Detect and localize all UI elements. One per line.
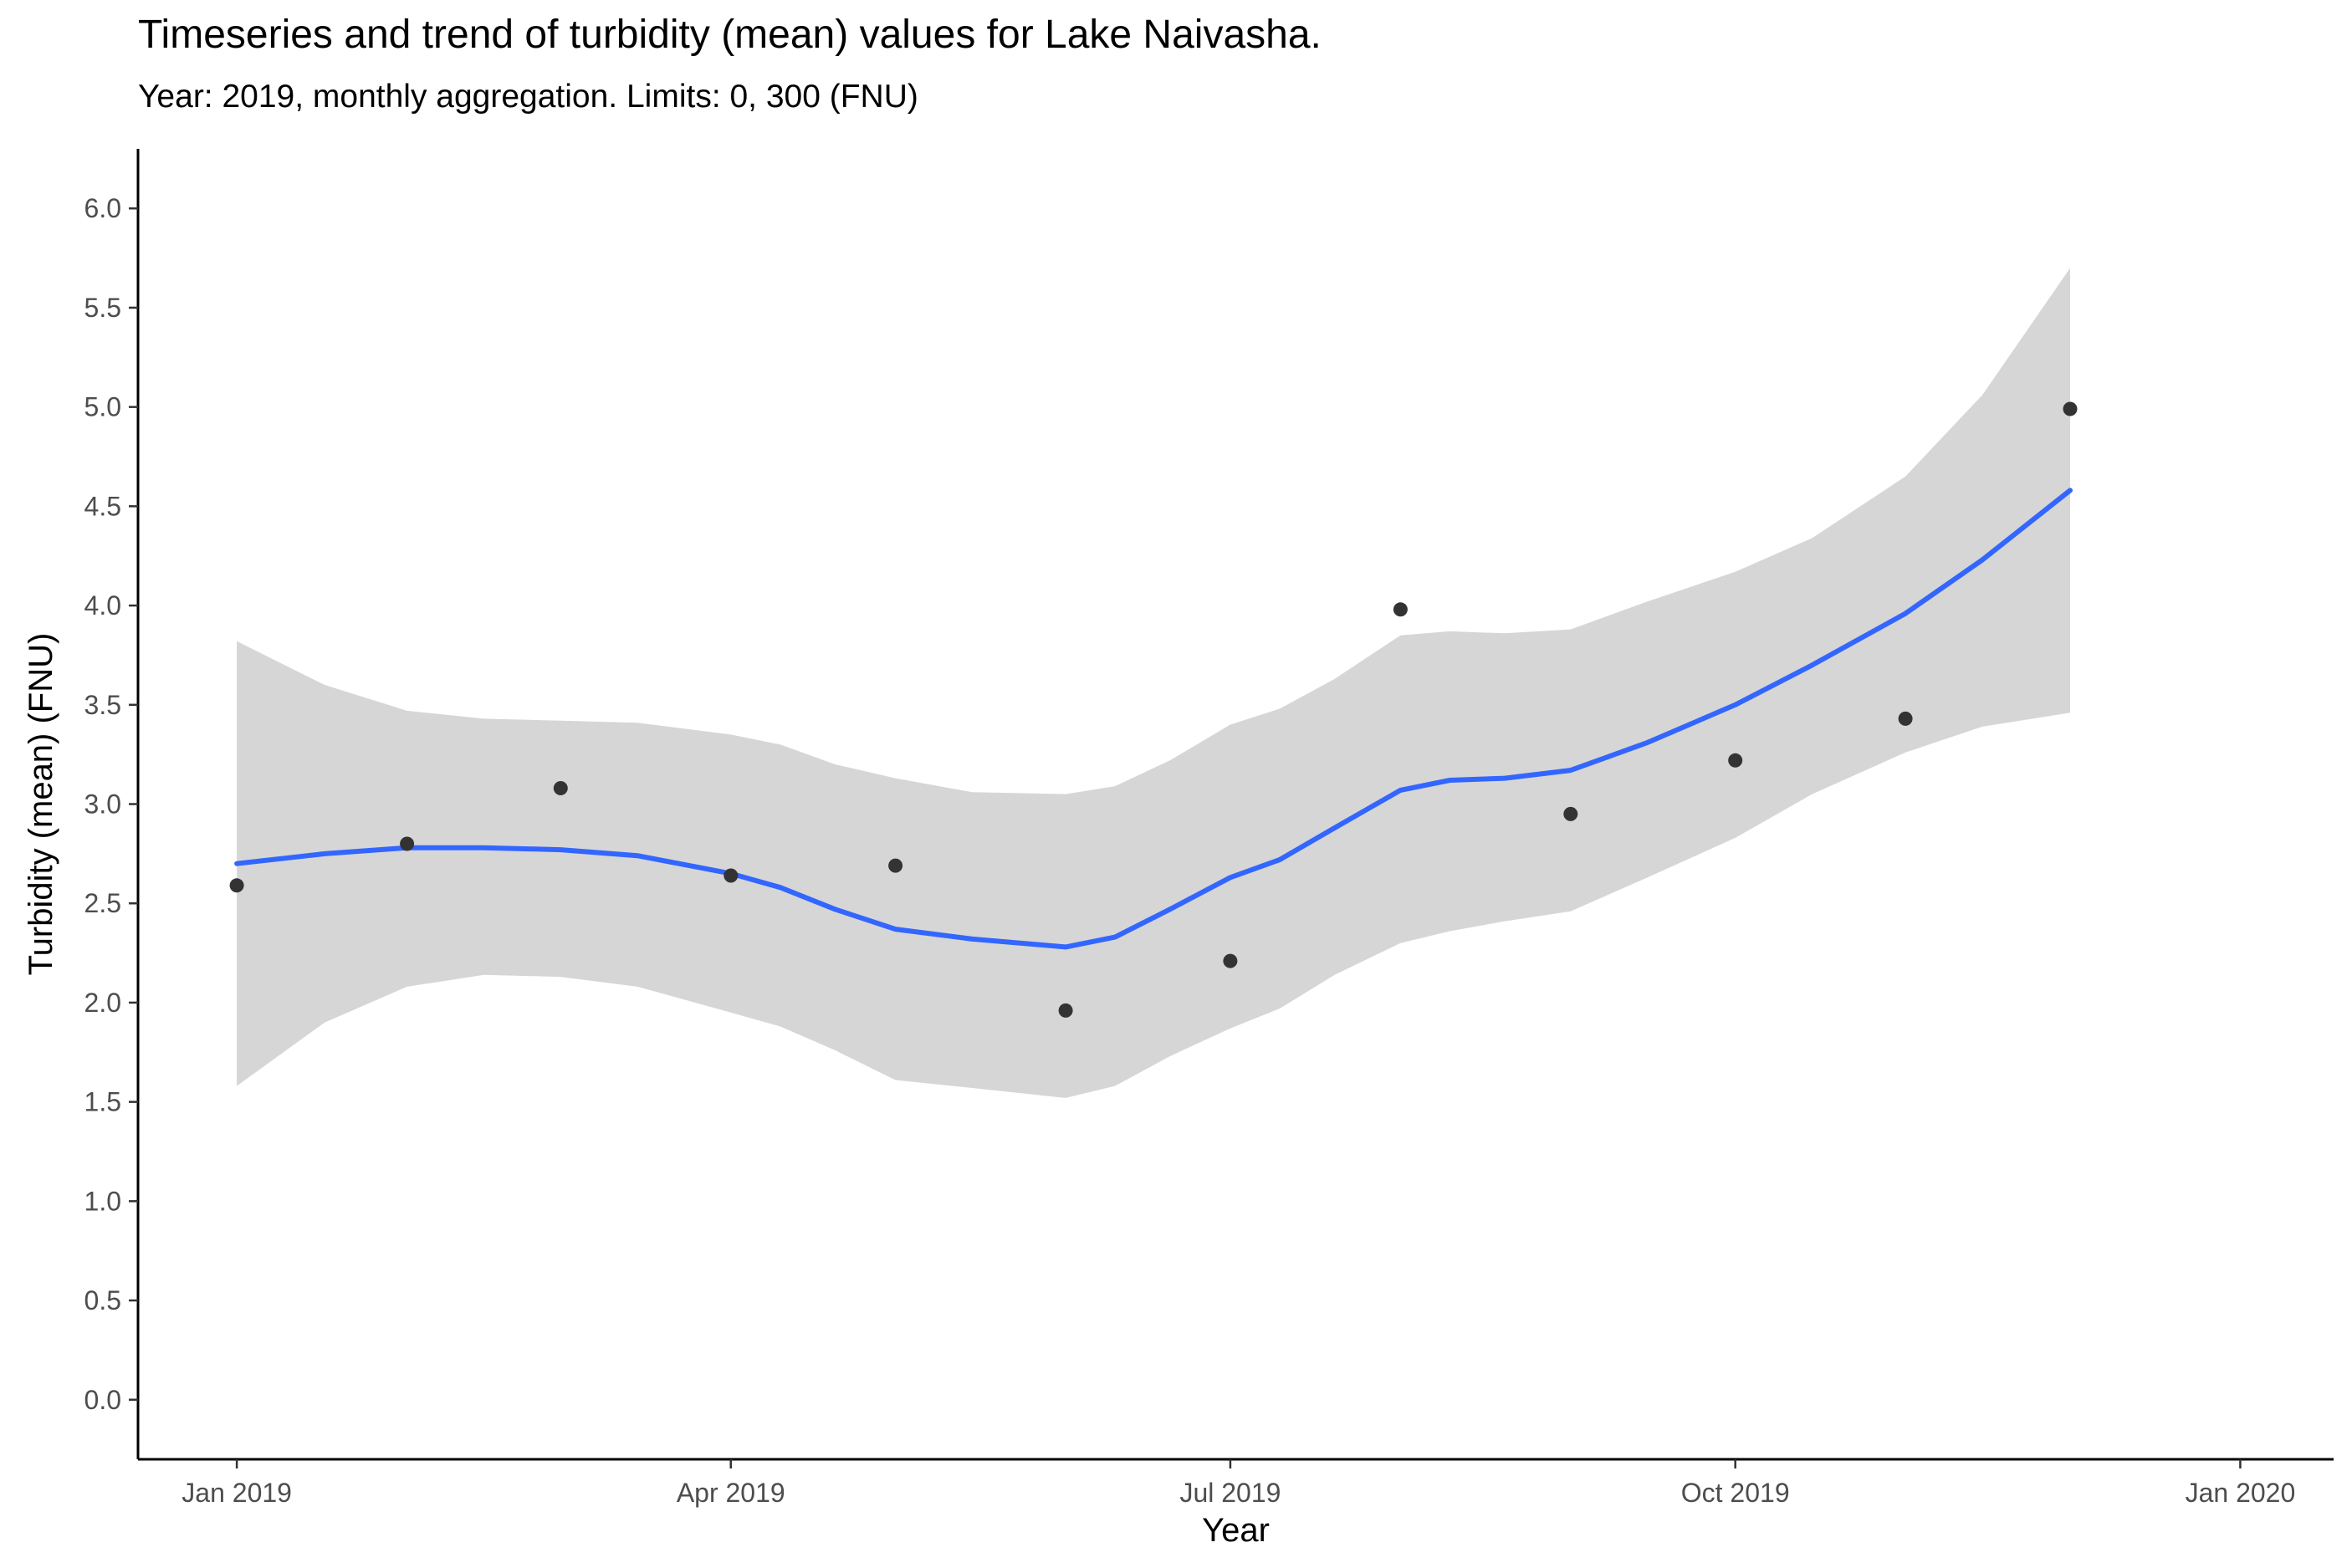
data-point: [1563, 806, 1578, 821]
y-tick-label: 5.5: [84, 293, 121, 323]
chart-title: Timeseries and trend of turbidity (mean)…: [138, 13, 1322, 57]
chart-subtitle: Year: 2019, monthly aggregation. Limits:…: [138, 79, 918, 115]
data-point: [2063, 401, 2078, 416]
x-axis-title: Year: [1202, 1512, 1270, 1549]
data-point: [553, 781, 568, 795]
data-point: [1393, 602, 1408, 617]
x-tick-label: Jul 2019: [1179, 1478, 1281, 1508]
x-tick-label: Jan 2019: [182, 1478, 292, 1508]
confidence-band: [237, 268, 2070, 1098]
x-tick-label: Oct 2019: [1681, 1478, 1790, 1508]
y-axis-title: Turbidity (mean) (FNU): [23, 633, 59, 976]
y-tick-label: 2.5: [84, 888, 121, 918]
y-tick-label: 3.5: [84, 690, 121, 720]
y-tick-label: 1.0: [84, 1186, 121, 1216]
y-tick-label: 4.5: [84, 491, 121, 521]
y-tick-label: 4.0: [84, 590, 121, 621]
y-tick-label: 5.0: [84, 392, 121, 422]
data-point: [888, 858, 903, 873]
data-point: [1223, 953, 1238, 968]
data-points-layer: [229, 401, 2078, 1018]
x-tick-label: Apr 2019: [677, 1478, 785, 1508]
data-point: [1058, 1003, 1073, 1018]
data-point: [1898, 711, 1913, 726]
data-point: [229, 878, 244, 893]
data-point: [723, 868, 739, 883]
trend-line-layer: [234, 488, 2073, 950]
y-tick-label: 0.0: [84, 1385, 121, 1415]
x-tick-label: Jan 2020: [2186, 1478, 2296, 1508]
y-tick-label: 6.0: [84, 193, 121, 223]
axes-layer: 0.0 0.5 1.0 1.5 2.0 2.5 3.0 3.5 4.0 4.5 5.0 5.5 6.0 J…: [84, 149, 2334, 1508]
y-tick-label: 2.0: [84, 988, 121, 1018]
y-tick-label: 1.5: [84, 1087, 121, 1117]
data-point: [400, 836, 415, 851]
data-point: [1728, 753, 1743, 768]
y-tick-label: 0.5: [84, 1285, 121, 1315]
y-tick-label: 3.0: [84, 789, 121, 820]
trend-line: [234, 488, 2073, 950]
confidence-band-layer: [237, 268, 2070, 1098]
